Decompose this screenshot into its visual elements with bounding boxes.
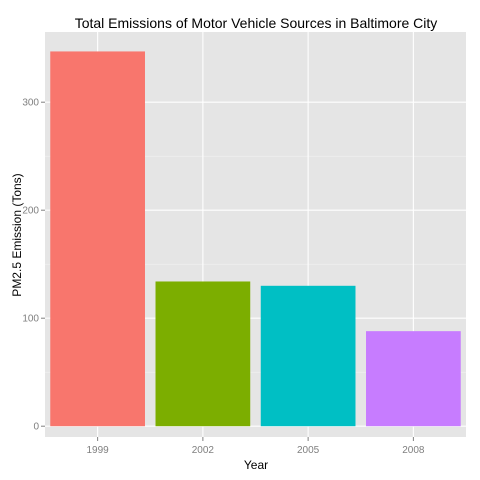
bar-2005 xyxy=(260,285,356,427)
bar-1999 xyxy=(50,51,145,427)
x-tick-label: 1999 xyxy=(87,445,110,456)
x-tick-label: 2008 xyxy=(402,445,425,456)
y-axis-ticks: 0 100 200 300 xyxy=(22,98,45,433)
y-tick-label: 0 xyxy=(33,422,39,433)
bars xyxy=(50,51,461,427)
y-axis-title: PM2.5 Emission (Tons) xyxy=(10,173,24,296)
chart-title: Total Emissions of Motor Vehicle Sources… xyxy=(75,15,438,31)
x-tick-label: 2005 xyxy=(297,445,320,456)
x-tick-label: 2002 xyxy=(192,445,215,456)
y-tick-label: 300 xyxy=(22,98,39,109)
bar-2008 xyxy=(366,331,461,427)
x-axis-ticks: 1999 2002 2005 2008 xyxy=(87,437,425,456)
x-axis-title: Year xyxy=(244,458,268,472)
y-tick-label: 100 xyxy=(22,314,39,325)
y-tick-label: 200 xyxy=(22,206,39,217)
bar-2002 xyxy=(155,281,251,427)
